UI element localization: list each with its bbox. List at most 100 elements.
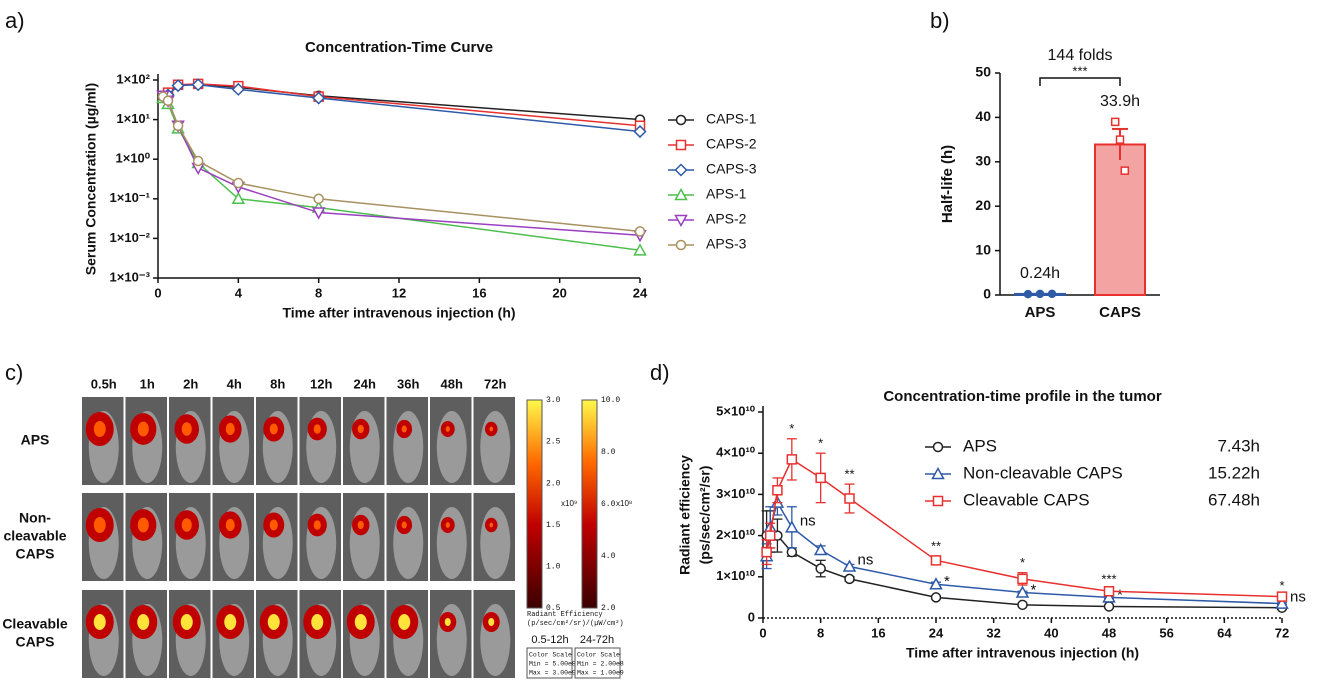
signal-core: [269, 423, 278, 435]
row-label: APS: [21, 432, 50, 448]
mouse-body: [436, 411, 467, 483]
signal-core: [401, 425, 407, 433]
colorbar: [581, 399, 598, 609]
y-axis-label: (ps/sec/cm²/sr): [697, 466, 713, 565]
panel-label: c): [5, 360, 23, 385]
data-point: [1023, 289, 1033, 299]
x-tick-label: 48: [1102, 625, 1116, 640]
y-tick-label: 1×10¹: [116, 111, 150, 126]
color-scale-box: [526, 647, 573, 679]
colorbar-tick: 2.5: [546, 438, 561, 447]
marker: [633, 243, 647, 256]
x-tick-label: 16: [472, 285, 486, 300]
x-tick-label: 12: [392, 285, 406, 300]
x-tick-label: 8: [315, 285, 322, 300]
range-label: 24-72h: [580, 634, 614, 646]
significance-label: ***: [1101, 572, 1116, 587]
colorbar-tick: 8.0: [601, 448, 616, 457]
marker: [192, 155, 204, 167]
colorbar-tick: 10.0: [601, 396, 620, 405]
legend-label: APS-1: [706, 186, 747, 202]
y-tick-label: 3×10¹⁰: [716, 486, 756, 501]
y-tick-label: 5×10¹⁰: [716, 403, 756, 418]
y-tick-label: 40: [975, 108, 991, 124]
legend-marker: [675, 114, 687, 126]
series-line: [162, 95, 641, 237]
x-tick-label: APS: [1025, 304, 1056, 321]
colorbar-tick: 2.0: [546, 479, 561, 488]
marker: [311, 207, 326, 220]
legend-label: CAPS-1: [706, 111, 757, 127]
color-scale-box: [574, 647, 621, 679]
marker: [929, 577, 943, 590]
significance-label: *: [789, 421, 794, 436]
marker: [844, 573, 855, 585]
signal-core: [313, 424, 321, 434]
signal-core: [488, 618, 495, 626]
legend-half-life: 15.22h: [1208, 463, 1260, 482]
error-bar: [1112, 127, 1128, 161]
row-label: CAPS: [16, 634, 55, 650]
y-tick-label: 1×10⁰: [116, 151, 151, 166]
time-label: 48h: [441, 376, 463, 391]
annotation: 144 folds: [1048, 47, 1113, 64]
signal-core: [224, 614, 237, 630]
marker: [1102, 590, 1116, 603]
x-axis-label: Time after intravenous injection (h): [906, 645, 1139, 661]
significance-label: *: [1279, 578, 1284, 593]
colorbar: [526, 399, 543, 609]
mouse-body: [436, 507, 467, 579]
series-line: [162, 97, 641, 252]
significance-label: ns: [800, 512, 816, 529]
signal-core: [398, 614, 411, 630]
marker: [1017, 599, 1028, 611]
y-tick-label: 30: [975, 153, 991, 169]
x-tick-label: 56: [1159, 625, 1173, 640]
marker: [162, 95, 174, 106]
y-tick-label: 20: [975, 197, 991, 213]
marker: [633, 124, 647, 139]
value-label: 33.9h: [1100, 93, 1140, 110]
range-label: 0.5-12h: [531, 634, 568, 646]
legend-label: APS-2: [706, 211, 747, 227]
y-tick-label: 1×10¹⁰: [716, 568, 756, 583]
y-tick-label: 1×10⁻²: [110, 230, 151, 245]
significance-label: ***: [1072, 63, 1087, 78]
colorbar-tick: 1.0: [546, 563, 561, 572]
legend-label: CAPS-3: [706, 161, 757, 177]
colorbar-title: Radiant Efficiency: [527, 611, 603, 619]
y-axis-label: Radiant efficiency: [677, 455, 693, 575]
marker: [312, 91, 326, 105]
legend-label: APS-3: [706, 236, 747, 252]
signal-core: [489, 522, 494, 528]
marker: [786, 546, 798, 558]
signal-core: [137, 517, 149, 533]
marker: [1015, 585, 1030, 598]
time-label: 36h: [397, 376, 419, 391]
signal-core: [225, 422, 235, 436]
marker: [772, 485, 783, 496]
color-scale-text: Min = 5.00e8: [529, 661, 576, 668]
marker: [171, 79, 185, 93]
color-scale-text: Color Scale: [529, 652, 572, 659]
legend-marker: [674, 214, 688, 228]
signal-core: [357, 520, 364, 530]
marker: [930, 592, 942, 603]
y-tick-label: 10: [975, 241, 991, 257]
x-tick-label: 40: [1044, 625, 1058, 640]
x-axis-label: Time after intravenous injection (h): [282, 305, 515, 321]
colorbar-title: (p/sec/cm²/sr)/(µW/cm²): [527, 620, 624, 628]
legend-marker: [931, 466, 945, 480]
significance-bracket: [1039, 77, 1121, 86]
y-tick-label: 2×10¹⁰: [716, 527, 756, 542]
signal-core: [181, 518, 192, 532]
signal-core: [354, 614, 367, 630]
mouse-body: [480, 411, 511, 483]
data-point: [1110, 117, 1120, 127]
data-point: [1035, 289, 1045, 299]
y-axis-label: Serum Concentration (µg/ml): [83, 83, 99, 275]
marker: [1103, 601, 1115, 612]
significance-label: *: [818, 436, 823, 451]
legend-marker: [675, 139, 687, 151]
